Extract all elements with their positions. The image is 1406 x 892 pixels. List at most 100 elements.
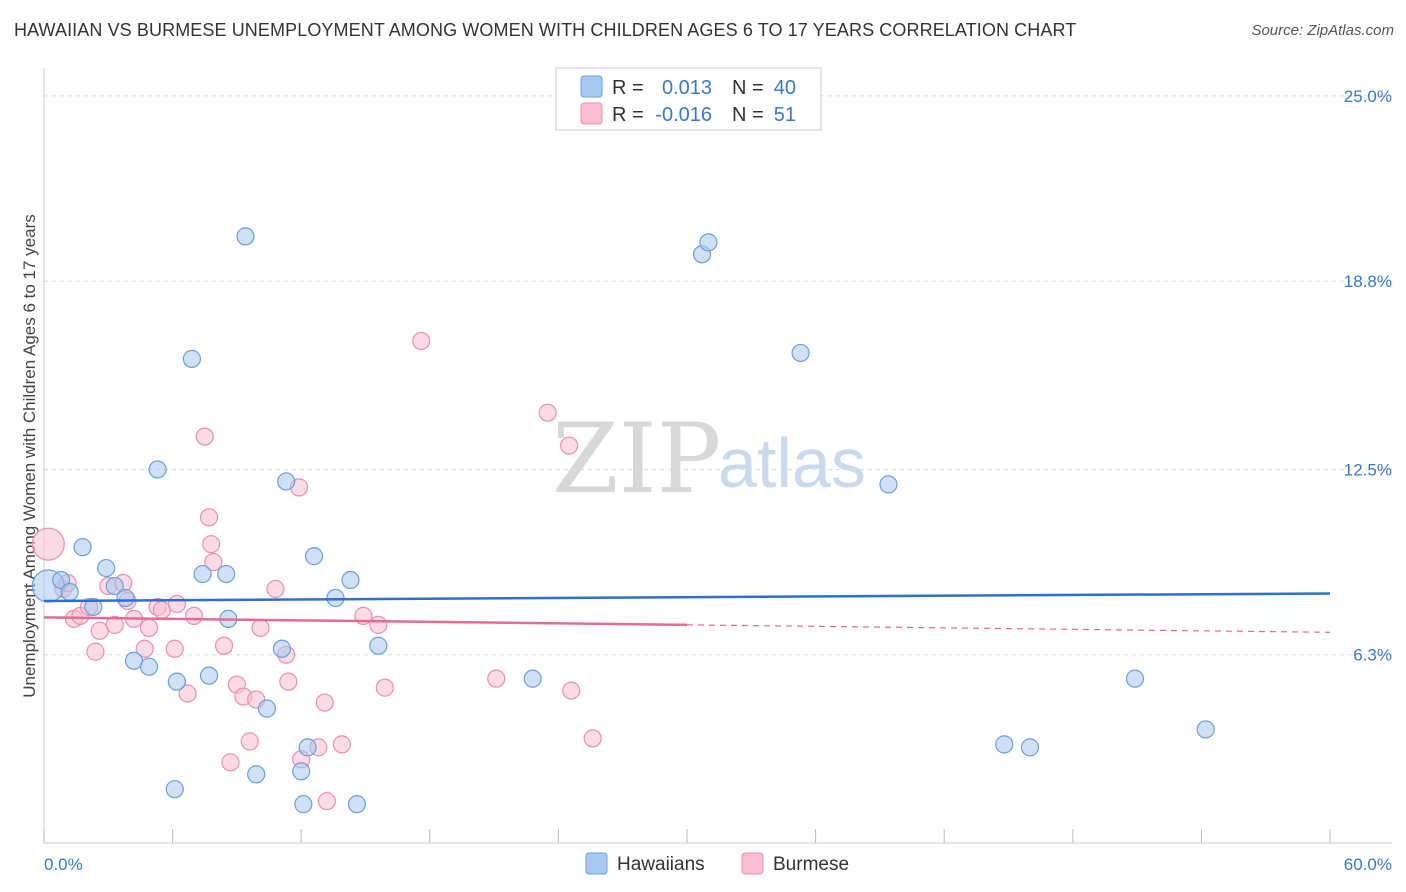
hawaiians-point-38 (1125, 669, 1145, 688)
burmese-point-25 (214, 636, 234, 655)
hawaiians-point-29 (347, 795, 367, 814)
burmese-point-32 (266, 579, 285, 599)
hawaiians-point-25 (298, 738, 317, 757)
y-tick-label: 12.5% (1344, 460, 1392, 479)
hawaiians-point-33 (699, 233, 718, 252)
hawaiians-point-28 (341, 570, 360, 590)
hawaiians-point-34 (791, 343, 810, 363)
legend-bottom: Hawaiians Burmese (585, 852, 849, 875)
y-axis-title: Unemployment Among Women with Children A… (20, 214, 39, 698)
hawaiians-point-13 (182, 349, 201, 368)
burmese-point-0 (31, 527, 65, 561)
hawaiians-point-3 (73, 538, 92, 557)
burmese-point-18 (167, 594, 186, 614)
legend-hawaiians-r-value: 0.013 (662, 77, 712, 99)
hawaiians-point-37 (1020, 738, 1040, 757)
hawaiians-point-30 (369, 636, 388, 655)
hawaiians-point-24 (294, 795, 313, 814)
burmese-point-21 (195, 427, 214, 446)
hawaiians-point-16 (217, 564, 236, 584)
hawaiians-point-2 (60, 582, 79, 602)
hawaiians-point-23 (292, 762, 311, 781)
burmese-point-9 (105, 615, 124, 634)
hawaiians-point-20 (257, 699, 277, 718)
burmese-point-31 (251, 618, 270, 637)
burmese-point-39 (317, 792, 337, 811)
bottom-legend-hawaiians-label: Hawaiians (617, 854, 705, 875)
burmese-trend-line (43, 616, 688, 627)
y-tick-label: 25.0% (1344, 87, 1392, 106)
burmese-point-13 (135, 639, 154, 658)
burmese-point-26 (221, 753, 240, 772)
hawaiians-point-22 (277, 472, 296, 491)
hawaiians-point-36 (995, 735, 1014, 754)
burmese-point-46 (538, 403, 557, 422)
gridlines (44, 95, 1392, 656)
x-tick-label-min: 0.0% (44, 855, 83, 874)
burmese-trend-line-dashed (686, 624, 1331, 633)
burmese-point-38 (315, 693, 334, 712)
burmese-point-14 (139, 618, 159, 637)
burmese-point-48 (562, 681, 581, 700)
legend-burmese-r-label: R = (612, 104, 644, 126)
hawaiians-point-31 (523, 669, 542, 688)
hawaiians-point-21 (272, 639, 292, 658)
legend-burmese-r-value: -0.016 (655, 104, 712, 126)
burmese-point-43 (375, 678, 394, 697)
hawaiians-point-26 (304, 547, 324, 566)
legend-hawaiians-swatch (580, 75, 603, 98)
burmese-point-29 (240, 732, 259, 751)
burmese-point-17 (165, 639, 184, 658)
legend-burmese-n-value: 51 (774, 104, 796, 126)
hawaiians-point-11 (165, 780, 184, 799)
hawaiians-point-35 (879, 475, 898, 494)
hawaiians-point-19 (247, 765, 266, 784)
burmese-point-34 (279, 672, 298, 691)
legend-burmese-swatch (580, 102, 603, 125)
source-label: Source: ZipAtlas.com (1251, 22, 1394, 39)
y-tick-label: 6.3% (1353, 646, 1392, 665)
bottom-legend-burmese-label: Burmese (773, 854, 849, 875)
burmese-points (31, 331, 602, 811)
burmese-point-20 (184, 606, 204, 625)
legend-hawaiians-r-label: R = (612, 77, 644, 99)
watermark-atlas: atlas (718, 424, 866, 502)
y-tick-label: 18.8% (1344, 272, 1392, 291)
burmese-point-45 (487, 669, 506, 688)
burmese-point-44 (412, 331, 431, 351)
legend-top: R = 0.013 N = 40 R = -0.016 N = 51 (555, 67, 822, 131)
hawaiians-point-39 (1196, 720, 1215, 739)
burmese-point-24 (204, 553, 223, 572)
bottom-legend-burmese-swatch (741, 852, 764, 875)
trend-lines (43, 592, 1331, 633)
x-tick-label-max: 60.0% (1344, 855, 1392, 874)
hawaiians-point-18 (236, 227, 255, 246)
legend-hawaiians-n-value: 40 (774, 77, 796, 99)
burmese-point-40 (332, 735, 352, 754)
burmese-point-6 (86, 642, 105, 661)
burmese-point-23 (202, 535, 221, 554)
watermark-zip: ZIP (552, 403, 721, 515)
hawaiians-point-5 (97, 558, 116, 578)
bottom-legend-hawaiians-swatch (585, 852, 608, 875)
burmese-point-42 (369, 615, 388, 634)
axes (43, 68, 1392, 844)
hawaiians-point-9 (139, 657, 159, 676)
hawaiians-point-4 (84, 597, 103, 617)
burmese-point-47 (560, 436, 579, 455)
legend-hawaiians-n-label: N = (732, 77, 764, 99)
hawaiians-point-12 (167, 672, 186, 691)
burmese-point-49 (583, 729, 602, 748)
hawaiians-point-7 (116, 588, 135, 608)
hawaiians-point-14 (193, 564, 212, 584)
hawaiians-point-15 (199, 666, 219, 685)
burmese-point-19 (178, 684, 197, 703)
chart-title: HAWAIIAN VS BURMESE UNEMPLOYMENT AMONG W… (14, 20, 1077, 40)
burmese-point-22 (199, 508, 219, 527)
y-tick-labels: 6.3% 12.5% 18.8% 25.0% (1344, 87, 1392, 665)
hawaiians-trend-line (43, 592, 1331, 603)
hawaiians-point-27 (326, 588, 345, 608)
legend-burmese-n-label: N = (732, 104, 764, 126)
hawaiians-point-10 (148, 460, 167, 479)
